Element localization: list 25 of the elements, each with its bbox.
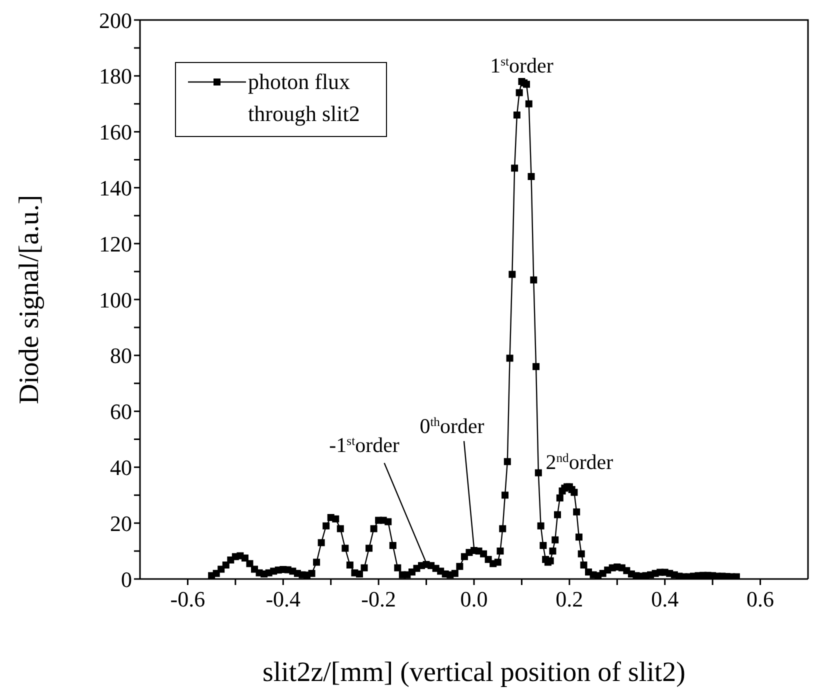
x-tick-label: 0.6 (746, 586, 774, 612)
y-axis-title: Diode signal/[a.u.] (14, 194, 45, 404)
annotation: -1$^{st}$order (329, 433, 400, 458)
x-tick-label: 0.2 (556, 586, 584, 612)
y-tick-label: 0 (121, 566, 132, 592)
y-tick-label: 80 (110, 343, 132, 368)
y-tick-label: 20 (110, 510, 132, 536)
y-tick-label: 100 (99, 287, 132, 312)
legend-label: photon flux through slit2 (248, 68, 361, 128)
x-tick-label: -0.2 (361, 586, 396, 612)
y-tick-label: 140 (99, 176, 132, 201)
x-tick-label: 0.4 (651, 586, 679, 612)
y-tick-label: 40 (110, 455, 132, 480)
y-tick-label: 160 (99, 120, 132, 145)
x-tick-label: 0.0 (460, 586, 488, 612)
y-tick-label: 200 (99, 8, 132, 33)
annotation: 2$^{nd}$order (546, 450, 614, 474)
y-tick-label: 180 (99, 64, 132, 89)
y-tick-label: 60 (110, 399, 132, 424)
y-tick-label: 120 (99, 231, 132, 256)
x-axis-title: slit2z/[mm] (vertical position of slit2) (262, 657, 686, 688)
x-tick-label: -0.6 (170, 586, 206, 612)
annotation: 1$^{st}$order (490, 53, 554, 78)
x-tick-label: -0.4 (266, 586, 301, 612)
annotation: 0$^{th}$order (420, 414, 484, 438)
